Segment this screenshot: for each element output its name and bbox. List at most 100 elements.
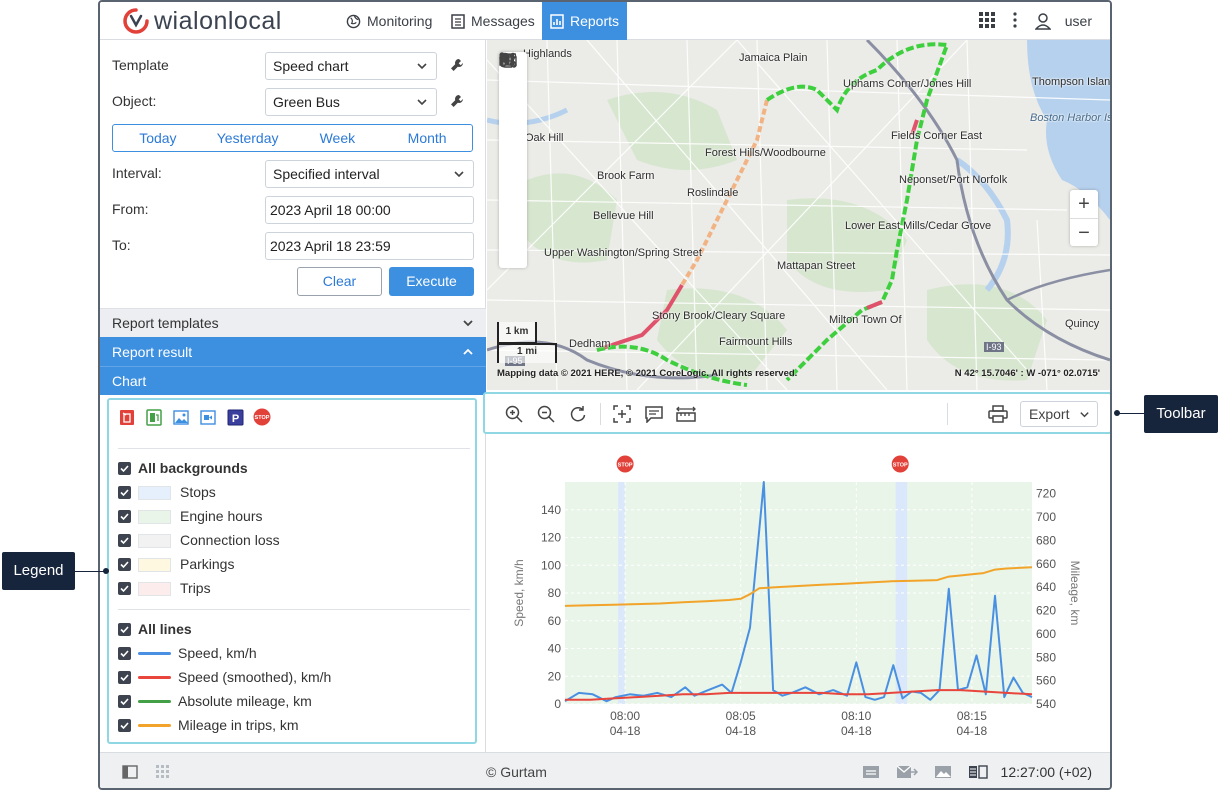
from-input[interactable]: 2023 April 18 00:00 <box>265 196 474 224</box>
to-input[interactable]: 2023 April 18 23:59 <box>265 232 474 260</box>
parking-icon[interactable]: P <box>226 408 244 426</box>
toolbar-separator <box>947 403 948 425</box>
gallery-icon[interactable] <box>934 765 952 784</box>
interval-select[interactable]: Specified interval <box>265 160 474 188</box>
x-tick-date-label: 04-18 <box>725 724 756 738</box>
clear-button[interactable]: Clear <box>297 267 382 296</box>
zoom-in-icon[interactable] <box>503 404 525 424</box>
mileage-trips-checkbox[interactable] <box>118 719 131 732</box>
trips-label: Trips <box>180 580 211 596</box>
map-tools <box>499 52 527 268</box>
section-report-templates[interactable]: Report templates <box>100 308 486 337</box>
section-report-result-label: Report result <box>112 343 193 360</box>
map-coordinates: N 42° 15.7046' : W -071° 02.0715' <box>954 368 1100 379</box>
all-backgrounds-label: All backgrounds <box>138 460 248 476</box>
map-label: Boston Harbor Is <box>1030 112 1110 124</box>
tab-reports[interactable]: Reports <box>542 2 628 40</box>
zoom-in-button[interactable]: + <box>1078 193 1090 215</box>
zoom-out-button[interactable]: − <box>1070 218 1098 246</box>
reset-zoom-icon[interactable] <box>567 404 589 424</box>
messages-status-icon[interactable] <box>896 765 919 784</box>
object-select[interactable]: Green Bus <box>265 88 437 116</box>
stop-icon[interactable]: STOP <box>253 408 271 426</box>
comment-icon[interactable] <box>643 404 665 424</box>
user-menu[interactable]: user <box>1034 12 1092 30</box>
map-label: Fields Corner East <box>891 130 983 142</box>
speed-checkbox[interactable] <box>118 647 131 660</box>
panel-toggle-icon[interactable] <box>122 765 138 784</box>
template-select[interactable]: Speed chart <box>265 52 437 80</box>
y-tick-label: 20 <box>548 669 562 683</box>
object-select-value: Green Bus <box>273 94 340 110</box>
absolute-mileage-label: Absolute mileage, km <box>178 693 312 709</box>
trips-checkbox[interactable] <box>118 582 131 595</box>
tab-messages[interactable]: Messages <box>443 2 543 40</box>
template-label: Template <box>112 57 169 73</box>
speed-smoothed-label: Speed (smoothed), km/h <box>178 669 332 685</box>
period-month[interactable]: Month <box>407 130 447 146</box>
execute-button[interactable]: Execute <box>389 267 474 296</box>
connection-loss-checkbox[interactable] <box>118 534 131 547</box>
chevron-right-icon[interactable] <box>499 53 527 268</box>
zoom-out-icon[interactable] <box>535 404 557 424</box>
messages-icon <box>451 13 465 29</box>
map-label: Oak Hill <box>525 132 564 144</box>
y-tick-label: 120 <box>541 531 561 545</box>
period-today[interactable]: Today <box>139 130 177 146</box>
map-label: Uphams Corner/Jones Hill <box>843 78 972 90</box>
y2-tick-label: 700 <box>1036 510 1056 524</box>
video-icon[interactable] <box>199 408 217 426</box>
connection-loss-label: Connection loss <box>180 532 280 548</box>
template-select-value: Speed chart <box>273 58 349 74</box>
y2-tick-label: 720 <box>1036 487 1056 501</box>
grid-view-icon[interactable] <box>156 765 170 784</box>
notifications-icon[interactable] <box>862 765 880 784</box>
map-label: Milton Town Of <box>829 314 902 326</box>
header-right: user <box>978 2 1092 40</box>
layout-icon[interactable] <box>968 765 988 784</box>
apps-grid-icon[interactable] <box>978 11 995 31</box>
section-report-result[interactable]: Report result <box>100 337 486 366</box>
more-menu-icon[interactable] <box>1013 11 1017 31</box>
divider <box>118 448 470 449</box>
result-item-chart[interactable]: Chart <box>100 366 486 395</box>
divider <box>118 609 470 610</box>
map-label: Roslindale <box>687 187 739 199</box>
callout-toolbar: Toolbar <box>1144 395 1218 433</box>
all-backgrounds-checkbox[interactable] <box>118 462 131 475</box>
eye-icon[interactable] <box>499 53 527 118</box>
x-tick-label: 08:05 <box>726 709 756 723</box>
waypoints-icon[interactable] <box>499 52 527 240</box>
print-icon[interactable] <box>987 404 1009 424</box>
all-lines-checkbox[interactable] <box>118 623 131 636</box>
map-label: Lower East Mills/Cedar Grove <box>845 220 992 232</box>
stops-checkbox[interactable] <box>118 486 131 499</box>
stops-label: Stops <box>180 484 216 500</box>
all-lines-label: All lines <box>138 621 192 637</box>
measure-icon[interactable] <box>675 404 697 424</box>
ruler-icon[interactable] <box>499 53 527 184</box>
absolute-mileage-checkbox[interactable] <box>118 695 131 708</box>
period-week[interactable]: Week <box>319 130 356 146</box>
wrench-icon[interactable] <box>450 58 464 77</box>
fuel-drain-icon[interactable] <box>118 408 136 426</box>
route-icon[interactable] <box>499 52 527 212</box>
zoom-control: + − <box>1070 190 1098 246</box>
period-yesterday[interactable]: Yesterday <box>216 130 279 146</box>
parkings-checkbox[interactable] <box>118 558 131 571</box>
speed-smoothed-checkbox[interactable] <box>118 671 131 684</box>
x-tick-label: 08:00 <box>610 709 640 723</box>
export-dropdown[interactable]: Export <box>1020 401 1098 427</box>
engine-hours-checkbox[interactable] <box>118 510 131 523</box>
map-view[interactable]: Jamaica Plain Uphams Corner/Jones Hill T… <box>487 40 1110 390</box>
wrench-icon[interactable] <box>450 94 464 113</box>
select-area-icon[interactable] <box>611 404 633 424</box>
map-layers-icon[interactable] <box>499 53 527 146</box>
top-header: wialon local Monitoring Messages Reports <box>100 2 1110 40</box>
image-icon[interactable] <box>172 408 190 426</box>
chevron-down-icon <box>417 63 427 70</box>
logo[interactable]: wialon local <box>122 7 282 35</box>
speed-chart[interactable]: 0 20 40 60 80 100 120 140 540 560 580 600 620 640 660 6… <box>497 442 1097 747</box>
tab-monitoring[interactable]: Monitoring <box>338 2 440 40</box>
fuel-filling-icon[interactable] <box>145 408 163 426</box>
